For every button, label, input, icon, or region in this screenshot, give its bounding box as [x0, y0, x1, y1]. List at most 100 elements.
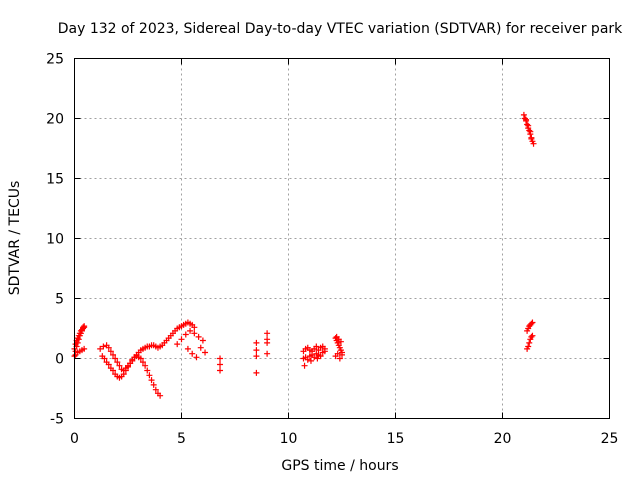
x-axis-title: GPS time / hours [281, 458, 398, 474]
data-point [101, 355, 108, 362]
series-points [174, 327, 209, 361]
data-point [202, 349, 209, 356]
series-points [300, 343, 328, 369]
data-point [81, 345, 88, 352]
x-tick-label: 20 [494, 431, 512, 447]
data-point [77, 327, 84, 334]
data-point [182, 331, 189, 338]
y-tick-label: 10 [46, 232, 64, 248]
data-point [187, 327, 194, 334]
data-point [112, 355, 119, 362]
data-point [146, 372, 153, 379]
data-point [253, 369, 260, 376]
data-point [528, 333, 535, 340]
data-point [337, 338, 344, 345]
data-point [174, 341, 181, 348]
data-point [528, 320, 535, 327]
data-point [81, 323, 88, 330]
data-point [307, 357, 314, 364]
chart-title: Day 132 of 2023, Sidereal Day-to-day VTE… [58, 21, 623, 37]
data-point [526, 339, 533, 346]
data-point [530, 140, 537, 147]
data-point [301, 362, 308, 369]
data-point [528, 135, 535, 142]
data-point [105, 344, 112, 351]
data-point [304, 356, 311, 363]
data-point [253, 339, 260, 346]
y-tick-label: 5 [55, 292, 64, 308]
y-tick-label: 0 [55, 352, 64, 368]
data-point [107, 348, 114, 355]
data-point [264, 339, 271, 346]
data-point [264, 330, 271, 337]
data-point [72, 341, 79, 348]
data-point [321, 348, 328, 355]
x-tick-label: 5 [177, 431, 186, 447]
data-point [100, 343, 107, 350]
data-point [110, 367, 117, 374]
data-point [311, 354, 318, 361]
data-point [110, 351, 117, 358]
data-point [97, 345, 104, 352]
data-point [197, 344, 204, 351]
data-point [137, 355, 144, 362]
data-point [217, 355, 224, 362]
data-point [189, 350, 196, 357]
series-points [524, 319, 536, 352]
data-point [253, 353, 260, 360]
data-point [148, 377, 155, 384]
data-point [525, 122, 532, 129]
data-point [120, 371, 127, 378]
x-tick-label: 25 [601, 431, 619, 447]
y-axis-title: SDTVAR / TECUs [7, 181, 23, 296]
data-point [178, 336, 185, 343]
grid-lines [74, 58, 610, 419]
x-tick-labels: 0 5 10 15 20 25 [70, 431, 618, 447]
data-point [114, 359, 121, 366]
data-point [125, 363, 131, 370]
data-points [71, 111, 537, 399]
data-point [217, 367, 224, 374]
data-point [520, 111, 527, 118]
series-points [520, 111, 537, 147]
data-point [150, 381, 157, 388]
y-tick-labels: -5 0 5 10 15 20 25 [46, 52, 64, 428]
data-point [152, 386, 159, 393]
data-point [105, 361, 112, 368]
data-point [195, 333, 202, 340]
data-point [191, 324, 198, 331]
data-point [264, 350, 271, 357]
data-point [127, 360, 134, 367]
data-point [122, 367, 129, 374]
data-point [336, 355, 343, 362]
axis-ticks [74, 58, 610, 419]
series-points [71, 323, 88, 360]
data-point [253, 347, 260, 354]
data-point [191, 330, 198, 337]
data-point [339, 351, 345, 358]
series-points [332, 333, 345, 362]
series-points [217, 330, 271, 376]
y-tick-label: 15 [46, 172, 64, 188]
data-point [525, 343, 532, 350]
data-point [80, 324, 87, 331]
data-point [116, 362, 123, 369]
data-point [217, 361, 224, 368]
x-tick-label: 0 [70, 431, 79, 447]
data-point [317, 353, 324, 360]
data-point [524, 121, 531, 128]
x-tick-label: 10 [280, 431, 298, 447]
data-point [314, 355, 321, 362]
data-point [144, 367, 151, 374]
data-point [529, 319, 536, 326]
data-point [139, 359, 146, 366]
series-points [99, 353, 164, 399]
data-point [313, 343, 320, 350]
y-tick-label: 25 [46, 52, 64, 68]
data-point [193, 354, 200, 361]
data-point [334, 350, 341, 357]
data-point [142, 362, 149, 369]
data-point [184, 345, 191, 352]
data-point [199, 337, 206, 344]
